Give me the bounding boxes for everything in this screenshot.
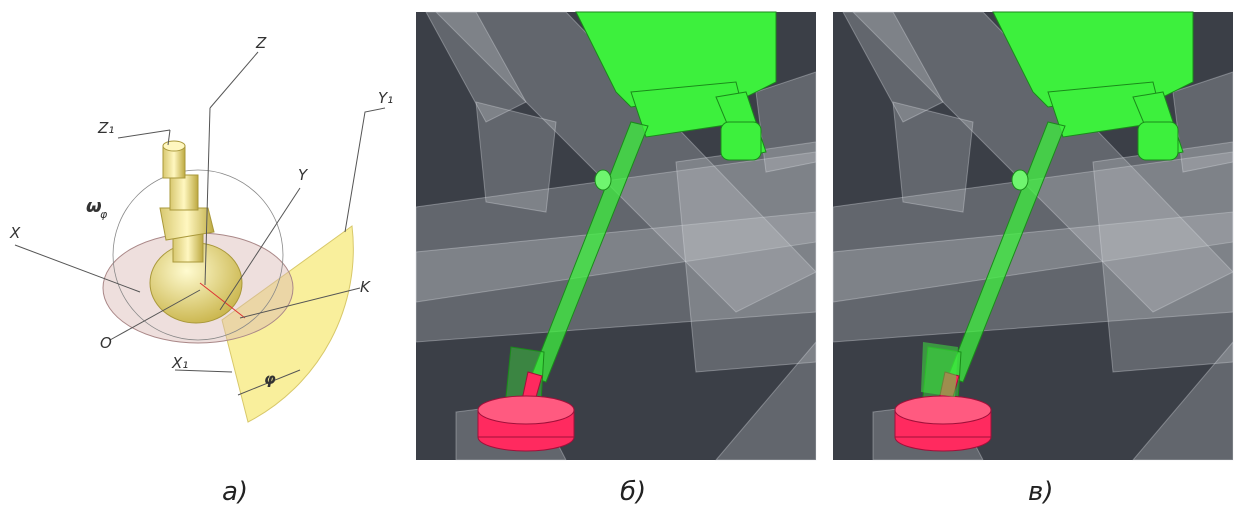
label: Z₁ bbox=[97, 119, 114, 137]
panel-a: Z Z₁ Y₁ Y X ω φ K O X₁ φ bbox=[9, 34, 393, 422]
figure: Z Z₁ Y₁ Y X ω φ K O X₁ φ а) б) в) bbox=[0, 0, 1234, 524]
label: X₁ bbox=[171, 354, 188, 372]
caption: в) bbox=[1028, 477, 1053, 507]
caption: а) bbox=[222, 477, 248, 507]
render-c bbox=[833, 12, 1233, 460]
label: Y bbox=[298, 166, 309, 184]
label: φ bbox=[264, 370, 276, 388]
label: X bbox=[9, 224, 21, 242]
label: O bbox=[100, 334, 112, 352]
label: Y₁ bbox=[378, 89, 393, 107]
caption: б) bbox=[620, 477, 646, 507]
label: φ bbox=[100, 208, 108, 221]
label: Z bbox=[255, 34, 267, 52]
label: K bbox=[360, 278, 371, 296]
render-b bbox=[416, 12, 816, 460]
